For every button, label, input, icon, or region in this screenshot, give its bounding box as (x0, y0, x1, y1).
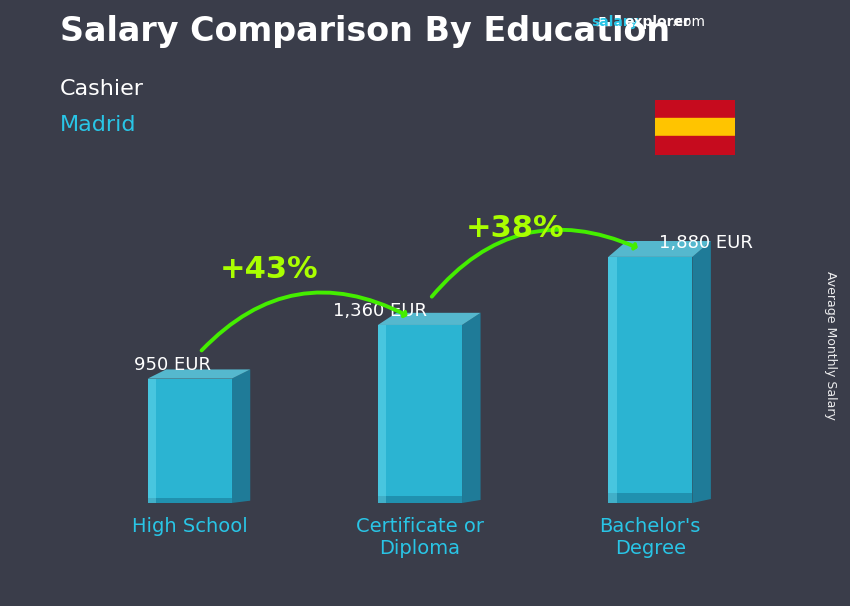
Text: salary: salary (591, 15, 638, 29)
Polygon shape (148, 370, 250, 379)
Text: 950 EUR: 950 EUR (133, 356, 211, 374)
Polygon shape (378, 325, 387, 503)
Text: +43%: +43% (219, 256, 318, 284)
Text: Cashier: Cashier (60, 79, 144, 99)
Text: .com: .com (672, 15, 705, 29)
Text: Salary Comparison By Education: Salary Comparison By Education (60, 15, 670, 48)
Text: explorer: explorer (625, 15, 690, 29)
Polygon shape (462, 313, 480, 503)
Text: 1,880 EUR: 1,880 EUR (660, 235, 753, 252)
Polygon shape (693, 241, 711, 503)
Text: +38%: +38% (466, 213, 564, 242)
Bar (654, 100, 735, 118)
Bar (654, 136, 735, 155)
Polygon shape (609, 257, 616, 503)
Polygon shape (609, 241, 711, 257)
Polygon shape (378, 313, 480, 325)
Polygon shape (378, 325, 462, 503)
Polygon shape (148, 379, 156, 503)
Polygon shape (609, 257, 693, 503)
Polygon shape (148, 379, 232, 503)
Bar (654, 118, 735, 136)
Text: Average Monthly Salary: Average Monthly Salary (824, 271, 837, 420)
Text: Madrid: Madrid (60, 115, 136, 135)
Polygon shape (378, 496, 462, 503)
Polygon shape (232, 370, 250, 503)
Polygon shape (609, 493, 693, 503)
Polygon shape (148, 498, 232, 503)
Text: 1,360 EUR: 1,360 EUR (333, 302, 427, 321)
